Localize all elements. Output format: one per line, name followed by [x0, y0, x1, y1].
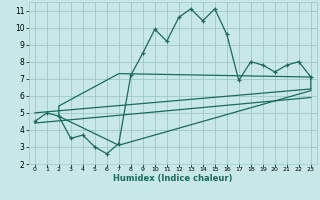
X-axis label: Humidex (Indice chaleur): Humidex (Indice chaleur) — [113, 174, 233, 183]
